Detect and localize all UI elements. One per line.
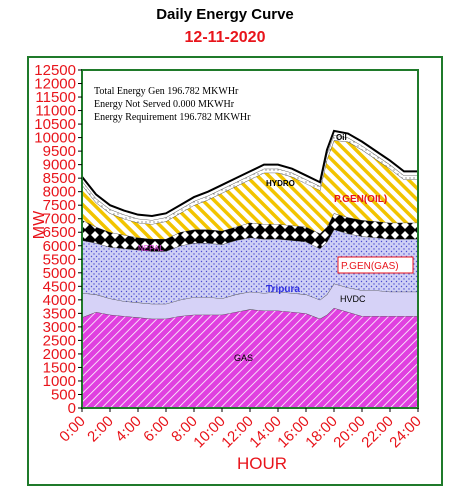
y-tick-label: 12500 [34, 62, 76, 79]
energy-summary-line: Energy Requirement 196.782 MKWHr [94, 112, 251, 123]
label-hydro: HYDRO [266, 179, 295, 188]
series-area-p-gen-oil- [82, 140, 418, 239]
series-area-oil [82, 130, 418, 221]
x-tick-label: 12:00 [218, 413, 257, 452]
y-tick-label: 7000 [43, 211, 76, 228]
label-pgen-gas-box [337, 256, 414, 274]
chart-frame [27, 56, 443, 486]
label-nepal: NEPAL [138, 244, 164, 253]
chart-title: Daily Energy Curve [156, 6, 294, 23]
series-area-gas-edge [81, 307, 418, 320]
y-tick-label: 1500 [43, 359, 76, 376]
x-tick-label: 22:00 [358, 413, 397, 452]
y-tick-label: 11500 [35, 89, 76, 106]
chart-date: 12-11-2020 [184, 29, 266, 46]
y-tick-label: 4500 [43, 278, 76, 295]
y-tick-label: 7500 [43, 197, 76, 214]
y-tick-label: 4000 [43, 292, 76, 309]
series-area-hydro [82, 134, 418, 225]
y-tick-label: 11000 [35, 103, 76, 120]
label-oil: Oil [336, 133, 347, 142]
y-tick-label: 5000 [43, 265, 76, 282]
label-tripura: Tripura [266, 284, 300, 295]
y-tick-label: 2500 [43, 332, 76, 349]
series-labels: Total Energy Gen 196.782 MKWHr Energy Not… [94, 86, 414, 363]
plot-area [81, 129, 418, 408]
label-gas: GAS [234, 353, 253, 363]
series-area-oil-edge [81, 129, 418, 218]
label-pgen-oil: P.GEN(OIL) [334, 194, 387, 205]
y-tick-label: 8000 [43, 184, 76, 201]
label-pgen-gas: P.GEN(GAS) [341, 261, 399, 272]
series-area-tripura-edge [81, 229, 418, 252]
energy-summary-line: Energy Not Served 0.000 MKWHr [94, 99, 235, 110]
series-area-tripura [82, 229, 418, 304]
x-tick-label: 6:00 [140, 413, 173, 446]
y-tick-label: 10500 [34, 116, 76, 133]
x-tick-label: 10:00 [190, 413, 229, 452]
y-tick-label: 9000 [43, 157, 76, 174]
series-area-hvdc [82, 283, 418, 319]
label-hvdc: HVDC [340, 294, 366, 304]
energy-summary-line: Total Energy Gen 196.782 MKWHr [94, 86, 239, 97]
x-tick-label: 18:00 [302, 413, 341, 452]
x-tick-label: 20:00 [330, 413, 369, 452]
x-tick-label: 16:00 [274, 413, 313, 452]
y-tick-label: 3500 [43, 305, 76, 322]
y-tick-label: 6000 [43, 238, 76, 255]
y-tick-label: 5500 [43, 251, 76, 268]
y-tick-label: 9500 [43, 143, 76, 160]
x-tick-label: 4:00 [112, 413, 145, 446]
y-tick-label: 6500 [43, 224, 76, 241]
y-tick-label: 3000 [43, 319, 76, 336]
y-tick-label: 500 [51, 386, 76, 403]
y-tick-label: 2000 [43, 346, 76, 363]
y-tick-label: 1000 [43, 373, 76, 390]
y-tick-label: 10000 [34, 130, 76, 147]
series-area-band-3 [82, 213, 418, 252]
series-area-gas [82, 307, 418, 408]
x-tick-label: 2:00 [84, 413, 117, 446]
x-tick-label: 14:00 [246, 413, 285, 452]
y-axis-title: MW [31, 210, 48, 239]
x-tick-label: 0:00 [56, 413, 89, 446]
x-tick-label: 24:00 [386, 413, 425, 452]
x-axis-title: HOUR [237, 454, 287, 473]
y-tick-label: 12000 [34, 76, 76, 93]
y-tick-label: 8500 [43, 170, 76, 187]
y-tick-label: 0 [68, 400, 76, 417]
